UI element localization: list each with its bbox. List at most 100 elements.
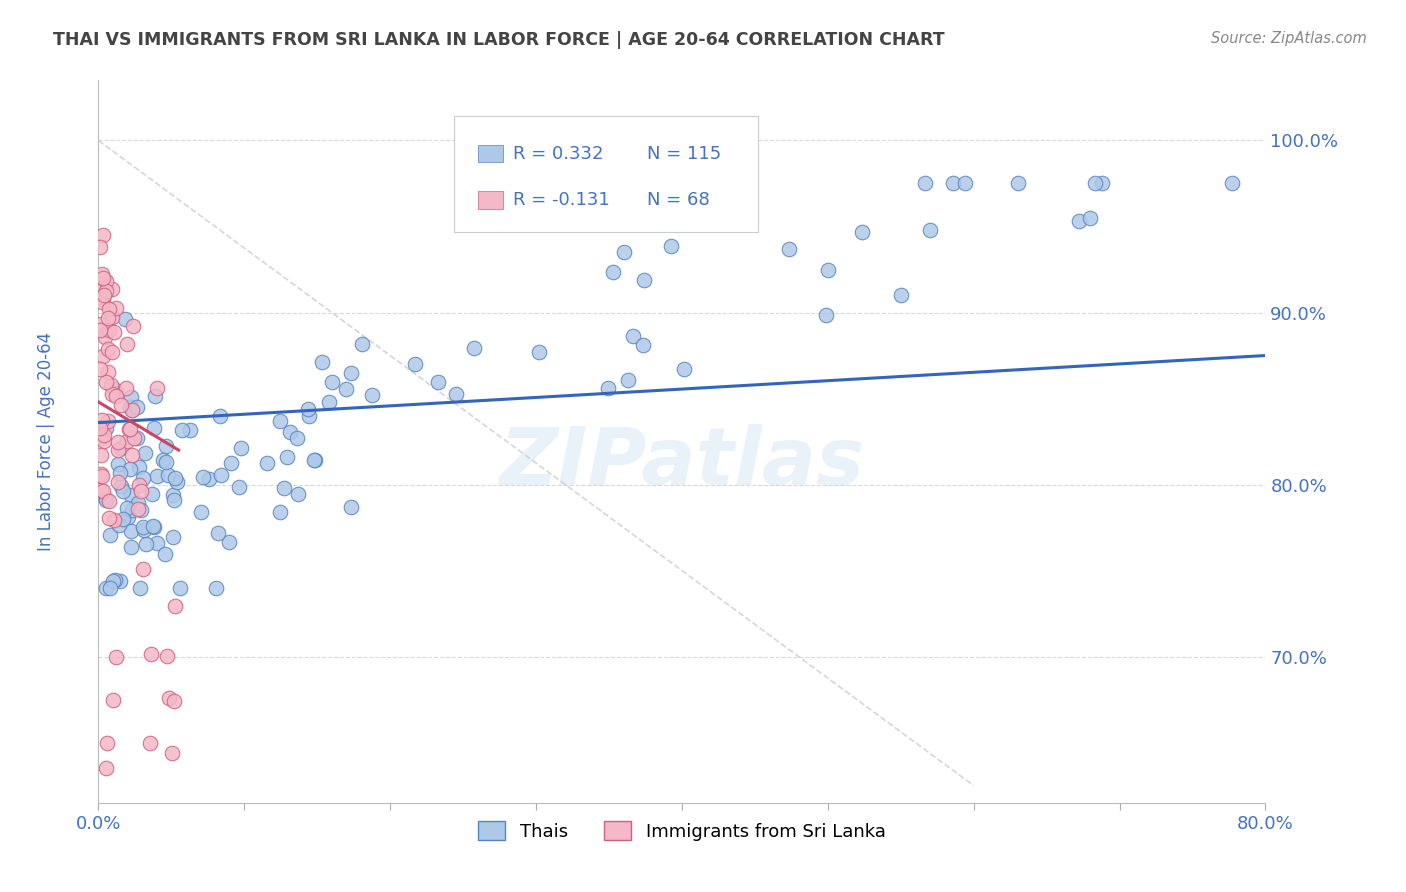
- Point: [914, 177, 936, 191]
- Point: [953, 177, 976, 191]
- Point: [94, 492, 117, 507]
- Point: [890, 288, 912, 302]
- Text: R = 0.332: R = 0.332: [513, 145, 603, 162]
- Point: [142, 519, 165, 533]
- Point: [287, 487, 309, 501]
- Point: [273, 481, 295, 495]
- Point: [153, 548, 176, 562]
- Point: [100, 378, 122, 392]
- Point: [94, 421, 117, 435]
- Point: [104, 574, 127, 588]
- Point: [107, 475, 129, 490]
- Point: [117, 509, 139, 524]
- Point: [132, 562, 155, 576]
- Point: [103, 574, 125, 588]
- Point: [125, 431, 148, 445]
- Point: [191, 469, 214, 483]
- Point: [162, 492, 184, 507]
- Point: [162, 530, 184, 544]
- Point: [135, 537, 157, 551]
- Point: [91, 484, 114, 499]
- Point: [156, 467, 179, 482]
- Point: [128, 478, 150, 492]
- Point: [118, 461, 141, 475]
- FancyBboxPatch shape: [478, 145, 503, 162]
- Point: [120, 524, 142, 539]
- Point: [527, 345, 550, 359]
- Point: [103, 382, 125, 396]
- Point: [285, 431, 308, 445]
- Point: [404, 358, 426, 372]
- Point: [1084, 177, 1107, 191]
- Point: [118, 422, 141, 436]
- Point: [208, 409, 231, 423]
- Point: [335, 382, 357, 396]
- Point: [190, 506, 212, 520]
- Point: [1091, 177, 1114, 191]
- Point: [121, 503, 143, 517]
- Point: [90, 295, 112, 310]
- Point: [617, 373, 640, 387]
- Point: [98, 528, 121, 542]
- Point: [97, 365, 120, 379]
- Point: [94, 284, 117, 298]
- Point: [155, 439, 177, 453]
- Point: [89, 323, 111, 337]
- Point: [101, 387, 124, 401]
- Point: [101, 692, 124, 706]
- Point: [160, 747, 183, 761]
- Point: [152, 453, 174, 467]
- Point: [97, 311, 120, 326]
- Point: [672, 362, 695, 376]
- Point: [96, 342, 118, 356]
- Point: [93, 434, 115, 449]
- Point: [169, 581, 191, 595]
- Point: [302, 453, 325, 467]
- Point: [115, 381, 138, 395]
- Point: [121, 319, 143, 334]
- Point: [120, 390, 142, 404]
- Point: [97, 511, 120, 525]
- Point: [118, 400, 141, 414]
- Point: [146, 380, 169, 394]
- Point: [110, 441, 132, 455]
- Point: [97, 323, 120, 337]
- Point: [209, 467, 232, 482]
- Point: [89, 240, 111, 254]
- Point: [321, 375, 343, 389]
- Point: [256, 456, 278, 470]
- Point: [90, 268, 112, 282]
- Point: [229, 442, 252, 456]
- Point: [90, 431, 112, 445]
- Point: [145, 389, 167, 403]
- Point: [101, 344, 124, 359]
- Point: [100, 282, 122, 296]
- Point: [91, 413, 114, 427]
- Point: [141, 487, 163, 501]
- Point: [163, 471, 186, 485]
- Point: [108, 574, 131, 589]
- Point: [778, 242, 800, 256]
- Point: [278, 425, 301, 439]
- Point: [96, 274, 118, 288]
- Point: [205, 581, 228, 595]
- Point: [117, 422, 139, 436]
- Point: [127, 496, 149, 510]
- Point: [107, 442, 129, 457]
- Point: [163, 694, 186, 708]
- Point: [298, 409, 321, 423]
- Point: [127, 502, 149, 516]
- Point: [93, 228, 115, 243]
- Point: [117, 500, 139, 515]
- Point: [318, 395, 340, 409]
- Point: [198, 473, 221, 487]
- Point: [111, 483, 134, 498]
- Point: [1220, 177, 1243, 191]
- Point: [633, 273, 655, 287]
- Point: [91, 292, 114, 306]
- Point: [179, 423, 201, 437]
- Point: [426, 376, 449, 390]
- Point: [814, 308, 837, 322]
- Point: [111, 512, 134, 526]
- Point: [129, 483, 152, 498]
